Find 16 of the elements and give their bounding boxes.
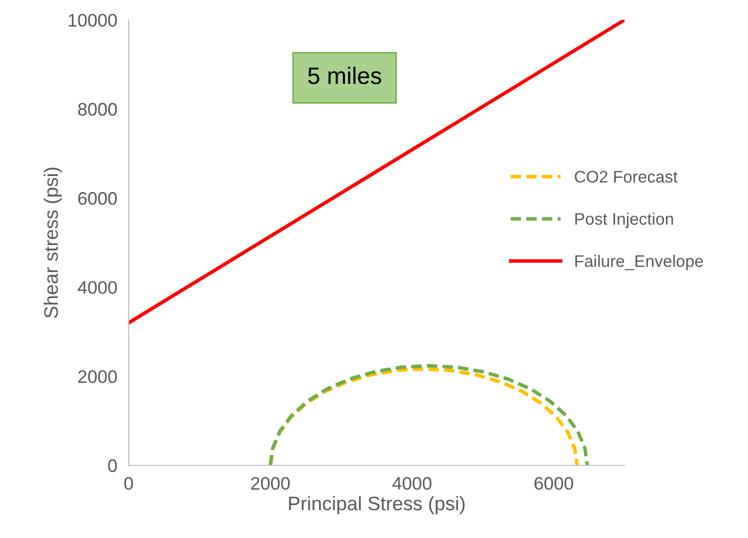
legend-label: Post Injection [575,212,673,228]
y-axis-title: Shear stress (psi) [44,168,62,318]
y-tick-label: 4000 [78,281,117,294]
legend-label: Failure_Envelope [575,254,703,270]
x-tick-label: 0 [124,476,133,490]
x-tick-label: 2000 [251,476,290,490]
x-axis-title: Principal Stress (psi) [289,496,465,514]
y-tick-label: 8000 [78,102,117,116]
x-tick-label: 4000 [392,476,432,490]
y-tick-label: 2000 [78,370,117,383]
y-tick-label: 0 [108,459,117,472]
annotation: 5 miles [308,66,382,84]
y-tick-label: 6000 [78,192,117,205]
y-tick-label: 10000 [68,14,117,27]
legend-label: CO2 Forecast [574,170,678,183]
x-tick-label: 6000 [534,476,574,490]
